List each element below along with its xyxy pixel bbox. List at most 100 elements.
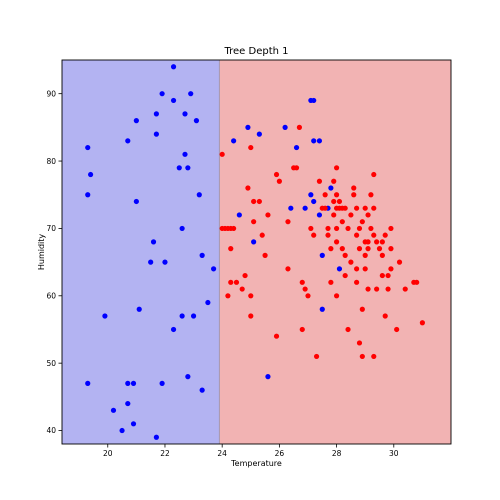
data-point bbox=[148, 259, 154, 265]
data-point bbox=[251, 198, 257, 205]
data-point bbox=[179, 313, 185, 319]
data-point bbox=[316, 138, 323, 144]
data-point bbox=[331, 198, 337, 205]
data-point bbox=[276, 178, 282, 184]
data-point bbox=[339, 219, 345, 225]
data-point bbox=[133, 118, 139, 124]
data-point bbox=[311, 232, 317, 238]
data-point bbox=[182, 111, 188, 117]
data-point bbox=[251, 239, 257, 245]
data-point bbox=[125, 380, 131, 386]
data-point bbox=[379, 252, 385, 258]
data-point bbox=[153, 434, 159, 440]
data-point bbox=[348, 212, 354, 218]
x-tick-label: 30 bbox=[389, 449, 399, 458]
data-point bbox=[185, 165, 191, 171]
data-point bbox=[153, 131, 159, 137]
data-point bbox=[354, 205, 360, 211]
data-point bbox=[311, 97, 317, 104]
data-point bbox=[288, 205, 294, 211]
data-point bbox=[368, 192, 374, 198]
data-point bbox=[199, 252, 205, 258]
data-point bbox=[308, 192, 314, 198]
data-point bbox=[219, 151, 225, 157]
x-tick-label: 24 bbox=[217, 449, 227, 458]
data-point bbox=[282, 124, 288, 130]
data-point bbox=[256, 131, 262, 137]
data-point bbox=[248, 144, 254, 151]
data-point bbox=[302, 286, 308, 292]
data-point bbox=[365, 212, 371, 218]
data-point bbox=[210, 266, 217, 272]
data-point bbox=[205, 299, 211, 306]
data-point bbox=[162, 259, 168, 265]
data-point bbox=[316, 212, 323, 218]
data-point bbox=[382, 232, 388, 238]
data-point bbox=[325, 225, 331, 232]
data-point bbox=[328, 246, 334, 252]
data-point bbox=[188, 91, 194, 97]
data-point bbox=[333, 165, 340, 171]
data-point bbox=[359, 219, 365, 225]
y-tick-label: 60 bbox=[46, 291, 56, 300]
left-region bbox=[62, 60, 220, 444]
data-point bbox=[354, 232, 360, 238]
data-point bbox=[159, 91, 165, 97]
data-point bbox=[333, 225, 340, 232]
data-point bbox=[133, 198, 139, 205]
x-tick-label: 28 bbox=[332, 449, 342, 458]
data-point bbox=[285, 219, 291, 225]
data-point bbox=[319, 252, 325, 258]
data-point bbox=[85, 192, 91, 198]
data-point bbox=[351, 192, 357, 198]
data-point bbox=[379, 239, 385, 245]
data-point bbox=[190, 313, 197, 319]
data-point bbox=[170, 326, 177, 333]
data-point bbox=[359, 306, 365, 312]
y-tick-label: 70 bbox=[46, 224, 56, 233]
data-point bbox=[333, 192, 340, 198]
data-point bbox=[248, 313, 254, 319]
data-points bbox=[85, 64, 425, 440]
data-point bbox=[259, 232, 265, 238]
data-point bbox=[402, 286, 408, 292]
data-point bbox=[331, 178, 337, 184]
y-axis-ticks: 40 50 60 70 80 90 bbox=[46, 89, 62, 435]
data-point bbox=[396, 259, 403, 265]
data-point bbox=[302, 205, 308, 211]
data-point bbox=[414, 279, 420, 285]
data-point bbox=[374, 239, 380, 245]
right-region bbox=[219, 60, 451, 444]
x-tick-label: 22 bbox=[160, 449, 170, 458]
data-point bbox=[365, 239, 371, 245]
data-point bbox=[293, 165, 300, 171]
data-point bbox=[285, 266, 291, 272]
data-point bbox=[388, 266, 394, 272]
data-point bbox=[371, 232, 377, 238]
data-point bbox=[328, 185, 334, 191]
data-point bbox=[311, 198, 317, 205]
data-point bbox=[359, 353, 365, 360]
data-point bbox=[296, 124, 303, 130]
data-point bbox=[299, 279, 305, 285]
data-point bbox=[225, 293, 231, 299]
data-point bbox=[150, 239, 157, 245]
data-point bbox=[345, 225, 351, 232]
data-point bbox=[385, 286, 391, 292]
data-point bbox=[170, 97, 177, 104]
data-point bbox=[193, 118, 200, 124]
data-point bbox=[368, 225, 374, 232]
data-point bbox=[345, 326, 351, 333]
data-point bbox=[356, 225, 363, 232]
data-point bbox=[239, 286, 245, 292]
data-point bbox=[119, 427, 125, 434]
data-point bbox=[322, 205, 328, 211]
data-point bbox=[153, 111, 159, 117]
data-point bbox=[388, 225, 394, 232]
data-point bbox=[342, 252, 348, 258]
y-tick-label: 80 bbox=[46, 157, 56, 166]
data-point bbox=[242, 272, 248, 279]
data-point bbox=[196, 192, 202, 198]
plot-frame bbox=[61, 59, 452, 445]
